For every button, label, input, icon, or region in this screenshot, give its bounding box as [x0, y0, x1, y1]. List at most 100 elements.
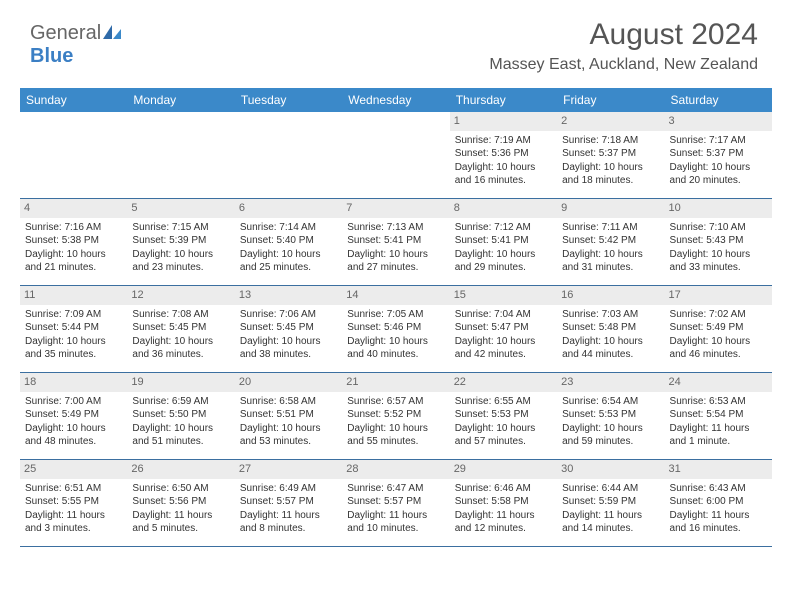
weekday-header: Friday — [557, 88, 664, 112]
weekday-header: Tuesday — [235, 88, 342, 112]
day-info-line: and 31 minutes. — [562, 261, 659, 275]
day-info-line: Daylight: 11 hours — [25, 509, 122, 523]
day-number: 5 — [127, 199, 234, 218]
day-number: 20 — [235, 373, 342, 392]
day-number: 27 — [235, 460, 342, 479]
day-info-line: Daylight: 10 hours — [240, 422, 337, 436]
day-info-line: Sunrise: 6:59 AM — [132, 395, 229, 409]
day-cell: 30Sunrise: 6:44 AMSunset: 5:59 PMDayligh… — [557, 460, 664, 546]
day-info-line: Sunrise: 7:03 AM — [562, 308, 659, 322]
day-info-line: Daylight: 10 hours — [455, 422, 552, 436]
day-number: 1 — [450, 112, 557, 131]
day-number: 13 — [235, 286, 342, 305]
calendar-grid: SundayMondayTuesdayWednesdayThursdayFrid… — [20, 88, 772, 547]
day-cell: 2Sunrise: 7:18 AMSunset: 5:37 PMDaylight… — [557, 112, 664, 198]
day-info-line: and 25 minutes. — [240, 261, 337, 275]
day-info-line: Sunrise: 7:02 AM — [670, 308, 767, 322]
day-info-line: Sunset: 5:44 PM — [25, 321, 122, 335]
day-number: 15 — [450, 286, 557, 305]
day-number: 10 — [665, 199, 772, 218]
day-info-line: Sunrise: 6:44 AM — [562, 482, 659, 496]
day-info-line: and 48 minutes. — [25, 435, 122, 449]
day-number: 4 — [20, 199, 127, 218]
weekday-header: Wednesday — [342, 88, 449, 112]
day-info-line: Sunset: 6:00 PM — [670, 495, 767, 509]
day-info-line: Daylight: 10 hours — [455, 248, 552, 262]
day-cell: 17Sunrise: 7:02 AMSunset: 5:49 PMDayligh… — [665, 286, 772, 372]
day-number: 19 — [127, 373, 234, 392]
day-info-line: and 36 minutes. — [132, 348, 229, 362]
day-info-line: Sunrise: 6:43 AM — [670, 482, 767, 496]
day-cell: 28Sunrise: 6:47 AMSunset: 5:57 PMDayligh… — [342, 460, 449, 546]
day-cell: 19Sunrise: 6:59 AMSunset: 5:50 PMDayligh… — [127, 373, 234, 459]
day-info-line: Sunrise: 6:49 AM — [240, 482, 337, 496]
day-info-line: Sunset: 5:37 PM — [670, 147, 767, 161]
day-cell: 29Sunrise: 6:46 AMSunset: 5:58 PMDayligh… — [450, 460, 557, 546]
day-cell: 25Sunrise: 6:51 AMSunset: 5:55 PMDayligh… — [20, 460, 127, 546]
day-info-line: Sunrise: 7:11 AM — [562, 221, 659, 235]
week-row: 1Sunrise: 7:19 AMSunset: 5:36 PMDaylight… — [20, 112, 772, 199]
day-number: 31 — [665, 460, 772, 479]
day-cell: 16Sunrise: 7:03 AMSunset: 5:48 PMDayligh… — [557, 286, 664, 372]
day-info-line: Sunrise: 7:05 AM — [347, 308, 444, 322]
day-info-line: Sunset: 5:39 PM — [132, 234, 229, 248]
day-info-line: Daylight: 10 hours — [562, 422, 659, 436]
day-info-line: and 14 minutes. — [562, 522, 659, 536]
day-info-line: Sunrise: 7:14 AM — [240, 221, 337, 235]
day-info-line: and 42 minutes. — [455, 348, 552, 362]
day-cell: 5Sunrise: 7:15 AMSunset: 5:39 PMDaylight… — [127, 199, 234, 285]
day-info-line: Sunset: 5:41 PM — [347, 234, 444, 248]
day-info-line: Sunrise: 7:18 AM — [562, 134, 659, 148]
day-info-line: and 33 minutes. — [670, 261, 767, 275]
weekday-header: Saturday — [665, 88, 772, 112]
page-title: August 2024 — [30, 18, 762, 52]
day-info-line: Sunrise: 7:10 AM — [670, 221, 767, 235]
day-info-line: Daylight: 10 hours — [25, 335, 122, 349]
day-info-line: Daylight: 10 hours — [455, 161, 552, 175]
day-info-line: Daylight: 11 hours — [455, 509, 552, 523]
day-info-line: and 46 minutes. — [670, 348, 767, 362]
weekday-header: Sunday — [20, 88, 127, 112]
day-info-line: Sunrise: 7:12 AM — [455, 221, 552, 235]
day-info-line: Sunrise: 6:47 AM — [347, 482, 444, 496]
day-info-line: and 29 minutes. — [455, 261, 552, 275]
day-info-line: Sunset: 5:37 PM — [562, 147, 659, 161]
day-info-line: Sunrise: 6:55 AM — [455, 395, 552, 409]
day-cell: 13Sunrise: 7:06 AMSunset: 5:45 PMDayligh… — [235, 286, 342, 372]
day-info-line: and 16 minutes. — [670, 522, 767, 536]
day-info-line: Sunrise: 7:04 AM — [455, 308, 552, 322]
day-info-line: and 27 minutes. — [347, 261, 444, 275]
day-number: 21 — [342, 373, 449, 392]
day-info-line: Sunset: 5:47 PM — [455, 321, 552, 335]
day-info-line: Daylight: 10 hours — [670, 335, 767, 349]
day-info-line: Sunrise: 6:58 AM — [240, 395, 337, 409]
day-info-line: and 18 minutes. — [562, 174, 659, 188]
day-info-line: Daylight: 10 hours — [562, 161, 659, 175]
day-info-line: and 40 minutes. — [347, 348, 444, 362]
day-info-line: Daylight: 10 hours — [132, 422, 229, 436]
day-info-line: Daylight: 10 hours — [562, 248, 659, 262]
day-info-line: Sunrise: 7:19 AM — [455, 134, 552, 148]
day-number: 22 — [450, 373, 557, 392]
day-cell: 22Sunrise: 6:55 AMSunset: 5:53 PMDayligh… — [450, 373, 557, 459]
day-cell: 8Sunrise: 7:12 AMSunset: 5:41 PMDaylight… — [450, 199, 557, 285]
day-cell: 12Sunrise: 7:08 AMSunset: 5:45 PMDayligh… — [127, 286, 234, 372]
day-info-line: Daylight: 10 hours — [562, 335, 659, 349]
week-row: 18Sunrise: 7:00 AMSunset: 5:49 PMDayligh… — [20, 373, 772, 460]
day-cell: 10Sunrise: 7:10 AMSunset: 5:43 PMDayligh… — [665, 199, 772, 285]
day-info-line: and 57 minutes. — [455, 435, 552, 449]
day-info-line: Daylight: 11 hours — [670, 422, 767, 436]
day-cell: 4Sunrise: 7:16 AMSunset: 5:38 PMDaylight… — [20, 199, 127, 285]
day-info-line: Sunset: 5:48 PM — [562, 321, 659, 335]
day-cell: 15Sunrise: 7:04 AMSunset: 5:47 PMDayligh… — [450, 286, 557, 372]
day-info-line: and 5 minutes. — [132, 522, 229, 536]
day-cell: 6Sunrise: 7:14 AMSunset: 5:40 PMDaylight… — [235, 199, 342, 285]
day-info-line: and 8 minutes. — [240, 522, 337, 536]
day-info-line: Sunrise: 6:57 AM — [347, 395, 444, 409]
day-info-line: Daylight: 10 hours — [240, 335, 337, 349]
day-info-line: and 20 minutes. — [670, 174, 767, 188]
day-info-line: and 38 minutes. — [240, 348, 337, 362]
day-info-line: Sunrise: 7:06 AM — [240, 308, 337, 322]
day-number: 23 — [557, 373, 664, 392]
day-info-line: Sunset: 5:57 PM — [240, 495, 337, 509]
